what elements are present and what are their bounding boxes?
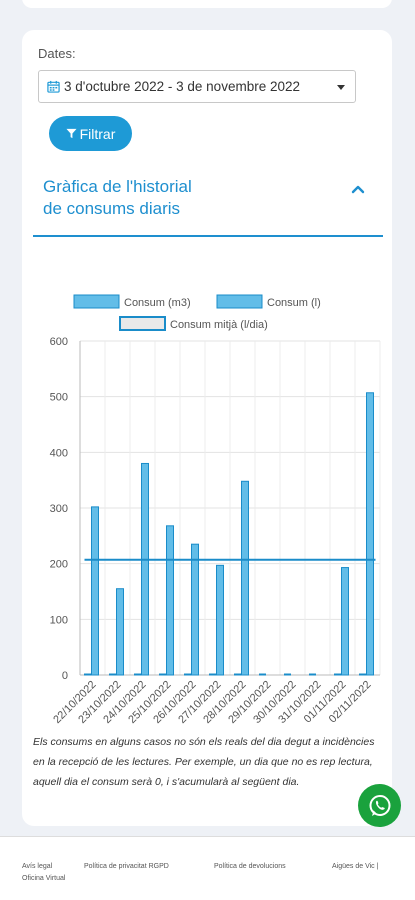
section-divider	[33, 235, 383, 237]
bar-m3	[134, 673, 141, 676]
chevron-up-icon[interactable]	[351, 184, 365, 194]
footer-link-returns[interactable]: Política de devolucions	[214, 863, 286, 870]
y-tick-label: 500	[50, 392, 68, 404]
y-tick-label: 300	[50, 503, 68, 515]
bar-liters	[241, 480, 249, 676]
legend-swatch	[216, 294, 263, 309]
legend-label: Consum (m3)	[124, 297, 191, 309]
y-tick-label: 0	[62, 670, 68, 682]
whatsapp-button[interactable]	[358, 784, 401, 827]
dates-label: Dates:	[38, 46, 76, 61]
bar-m3	[309, 673, 316, 676]
caret-down-icon	[337, 85, 345, 90]
bar-m3	[259, 673, 266, 676]
filter-button[interactable]: Filtrar	[49, 116, 132, 151]
daily-consumption-chart: Consum (m3) Consum (l) Consum mitjà (l/dia…	[50, 294, 381, 726]
footer-link-legal[interactable]: Avís legal	[22, 863, 53, 870]
funnel-icon	[66, 128, 77, 139]
legend-swatch	[119, 316, 166, 331]
chart-section-title-line1: Gràfica de l'historial	[43, 177, 192, 196]
bar-liters	[91, 506, 99, 676]
bar-liters	[191, 543, 199, 676]
filter-button-label: Filtrar	[79, 125, 116, 142]
bar-m3	[334, 673, 341, 676]
previous-card	[22, 0, 392, 8]
bar-m3	[209, 673, 216, 676]
footer: Avís legal Política de privacitat RGPD P…	[0, 836, 415, 900]
bar-liters	[116, 588, 124, 676]
bar-liters	[341, 567, 349, 676]
y-tick-label: 400	[50, 447, 68, 459]
bar-liters	[166, 525, 174, 676]
chart-section-title-line2: de consums diaris	[43, 199, 181, 218]
bar-liters	[141, 462, 149, 676]
footer-link-aigues-de-vic[interactable]: Aigües de Vic |	[332, 863, 379, 870]
consumption-note: Els consums en alguns casos no són els r…	[33, 736, 375, 788]
legend-swatch	[73, 294, 120, 309]
whatsapp-icon	[369, 794, 390, 816]
date-range-value: 3 d'octubre 2022 - 3 de novembre 2022	[64, 79, 300, 94]
calendar-icon	[47, 80, 60, 93]
bar-m3	[109, 673, 116, 676]
legend-label: Consum mitjà (l/dia)	[170, 319, 268, 331]
y-tick-label: 200	[50, 559, 68, 571]
chart-section-title[interactable]: Gràfica de l'historial de consums diaris	[43, 176, 303, 220]
y-tick-label: 600	[50, 336, 68, 348]
bar-liters	[216, 564, 224, 676]
bar-liters	[366, 392, 374, 676]
bar-m3	[234, 673, 241, 676]
bar-m3	[359, 673, 366, 676]
bar-m3	[159, 673, 166, 676]
bar-m3	[184, 673, 191, 676]
bar-m3	[284, 673, 291, 676]
footer-link-privacy[interactable]: Política de privacitat RGPD	[84, 863, 169, 870]
bar-m3	[84, 673, 91, 676]
legend-label: Consum (l)	[267, 297, 321, 309]
y-tick-label: 100	[50, 614, 68, 626]
footer-link-virtual-office[interactable]: Oficina Virtual	[22, 875, 66, 882]
consumption-card: Dates: 3 d'octubre 2022 - 3 de novembre …	[22, 30, 392, 826]
date-range-select[interactable]: 3 d'octubre 2022 - 3 de novembre 2022	[38, 70, 356, 103]
